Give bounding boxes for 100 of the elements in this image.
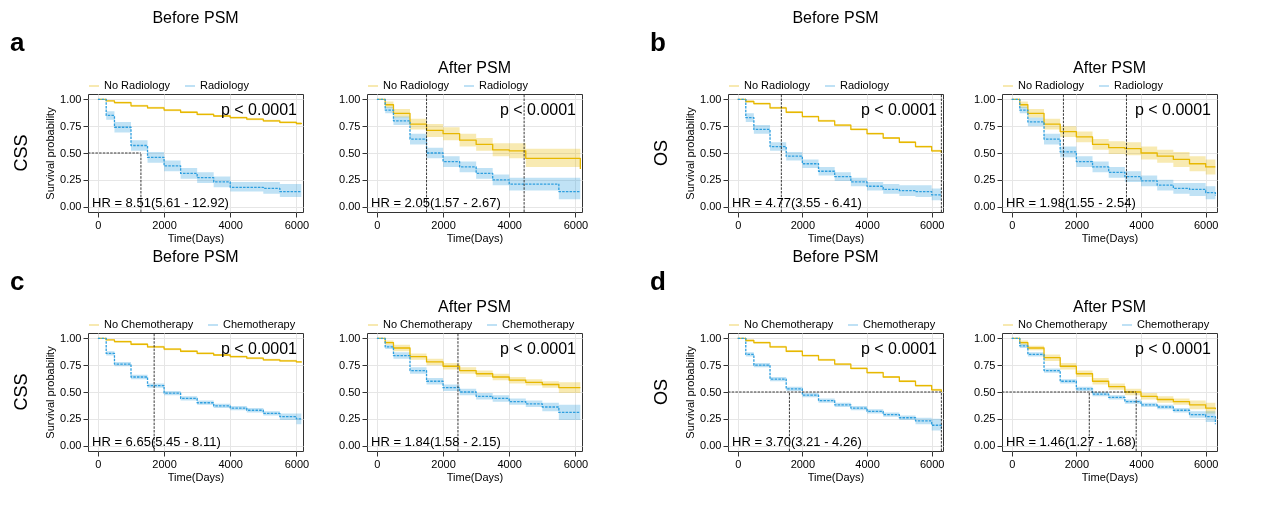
x-tick-label: 2000 <box>790 218 816 231</box>
annotation: p < 0.0001 <box>1134 101 1212 118</box>
series-label: No Radiology <box>744 79 811 91</box>
x-tick-label: 6000 <box>1193 218 1219 231</box>
text: b <box>650 27 666 57</box>
x-tick-label: 2000 <box>1064 457 1090 470</box>
x-tick-label: 6000 <box>563 457 589 470</box>
x-tick-label: 0 <box>374 218 381 231</box>
series-label: No Chemotherapy <box>104 318 194 330</box>
x-axis-title: Time(Days) <box>167 470 225 483</box>
x-tick-label: 6000 <box>284 457 310 470</box>
y-tick-label: 0.00 <box>974 439 996 452</box>
annotation: HR = 3.70(3.21 - 4.26) <box>732 434 862 449</box>
annotation: HR = 2.05(1.57 - 2.67) <box>371 195 501 210</box>
x-tick-label: 4000 <box>855 218 880 231</box>
x-axis-title: Time(Days) <box>807 470 865 483</box>
legend-label: Radiology <box>479 79 529 91</box>
y-tick-label: 1.00 <box>974 331 996 344</box>
x-axis-title: Time(Days) <box>446 470 504 483</box>
x-tick-label: 0 <box>1009 457 1016 470</box>
y-tick-label: 1.00 <box>974 92 996 105</box>
annotation: HR = 1.98(1.55 - 2.54) <box>1006 195 1136 210</box>
annotation: HR = 6.65(5.45 - 8.11) <box>92 434 221 449</box>
y-tick-label: 0.25 <box>700 412 722 425</box>
x-tick-label: 6000 <box>919 457 945 470</box>
annotation: p < 0.0001 <box>860 101 938 118</box>
text: OS <box>651 378 671 406</box>
y-tick-label: 0.25 <box>700 173 722 186</box>
chart-title: Before PSM <box>792 9 879 26</box>
y-tick-label: 0.75 <box>700 358 722 371</box>
x-axis-title: Time(Days) <box>1081 231 1139 244</box>
annotation: HR = 8.51(5.61 - 12.92) <box>92 195 229 210</box>
series-label: No Chemotherapy <box>744 318 834 330</box>
series-label: No Chemotherapy <box>1018 318 1108 330</box>
x-axis-title: Time(Days) <box>167 231 225 244</box>
y-tick-label: 1.00 <box>339 92 361 105</box>
y-tick-label: 0.00 <box>339 439 361 452</box>
series-label: No Radiology <box>383 79 450 91</box>
x-tick-label: 4000 <box>218 457 243 470</box>
y-tick-label: 0.00 <box>974 200 996 213</box>
chart-title: After PSM <box>438 59 511 76</box>
x-tick-label: 0 <box>735 218 742 231</box>
annotation: p < 0.0001 <box>499 340 577 357</box>
x-tick-label: 0 <box>95 457 102 470</box>
y-tick-label: 0.00 <box>700 200 722 213</box>
x-tick-label: 6000 <box>1193 457 1219 470</box>
text: d <box>650 266 666 296</box>
y-tick-label: 0.50 <box>339 385 361 398</box>
y-tick-label: 0.50 <box>60 146 82 159</box>
x-tick-label: 6000 <box>284 218 310 231</box>
y-axis-title: Survival probability <box>684 106 697 200</box>
y-tick-label: 0.75 <box>339 119 361 132</box>
y-tick-label: 0.50 <box>700 385 722 398</box>
y-axis-title: Survival probability <box>44 106 57 200</box>
y-tick-label: 0.25 <box>974 173 996 186</box>
legend-label: Chemotherapy <box>223 318 296 330</box>
annotation: p < 0.0001 <box>499 101 577 118</box>
series-label: No Radiology <box>104 79 171 91</box>
legend-label: Radiology <box>840 79 890 91</box>
y-tick-label: 0.50 <box>700 146 722 159</box>
text: OS <box>651 139 671 167</box>
y-tick-label: 0.75 <box>974 358 996 371</box>
y-axis-title: Survival probability <box>44 345 57 439</box>
text: a <box>10 27 25 57</box>
x-tick-label: 4000 <box>218 218 243 231</box>
x-tick-label: 6000 <box>919 218 945 231</box>
annotation: p < 0.0001 <box>860 340 938 357</box>
x-tick-label: 0 <box>95 218 102 231</box>
x-tick-label: 2000 <box>152 457 177 470</box>
chart-title: After PSM <box>1073 59 1146 76</box>
y-tick-label: 0.75 <box>974 119 996 132</box>
annotation: HR = 1.84(1.58 - 2.15) <box>371 434 501 449</box>
annotation: p < 0.0001 <box>220 101 298 118</box>
text: CSS <box>11 134 31 172</box>
y-tick-label: 0.75 <box>60 358 82 371</box>
x-tick-label: 0 <box>374 457 381 470</box>
x-tick-label: 0 <box>1009 218 1016 231</box>
x-tick-label: 2000 <box>1064 218 1090 231</box>
x-tick-label: 2000 <box>431 457 456 470</box>
y-tick-label: 1.00 <box>60 92 82 105</box>
annotation: p < 0.0001 <box>220 340 298 357</box>
x-tick-label: 4000 <box>855 457 880 470</box>
y-tick-label: 0.00 <box>700 439 722 452</box>
y-tick-label: 0.75 <box>60 119 82 132</box>
annotation: p < 0.0001 <box>1134 340 1212 357</box>
y-tick-label: 0.25 <box>60 173 82 186</box>
x-tick-label: 4000 <box>1129 218 1154 231</box>
y-tick-label: 1.00 <box>700 331 722 344</box>
y-tick-label: 1.00 <box>60 331 82 344</box>
chart-title: Before PSM <box>152 248 239 265</box>
legend-label: Radiology <box>200 79 250 91</box>
y-tick-label: 0.25 <box>339 412 361 425</box>
y-tick-label: 0.00 <box>339 200 361 213</box>
annotation: HR = 4.77(3.55 - 6.41) <box>732 195 862 210</box>
legend-label: Chemotherapy <box>1137 318 1210 330</box>
x-tick-label: 4000 <box>1129 457 1154 470</box>
y-tick-label: 0.50 <box>974 385 996 398</box>
y-tick-label: 1.00 <box>700 92 722 105</box>
chart-title: After PSM <box>1073 298 1146 315</box>
x-tick-label: 4000 <box>497 457 522 470</box>
